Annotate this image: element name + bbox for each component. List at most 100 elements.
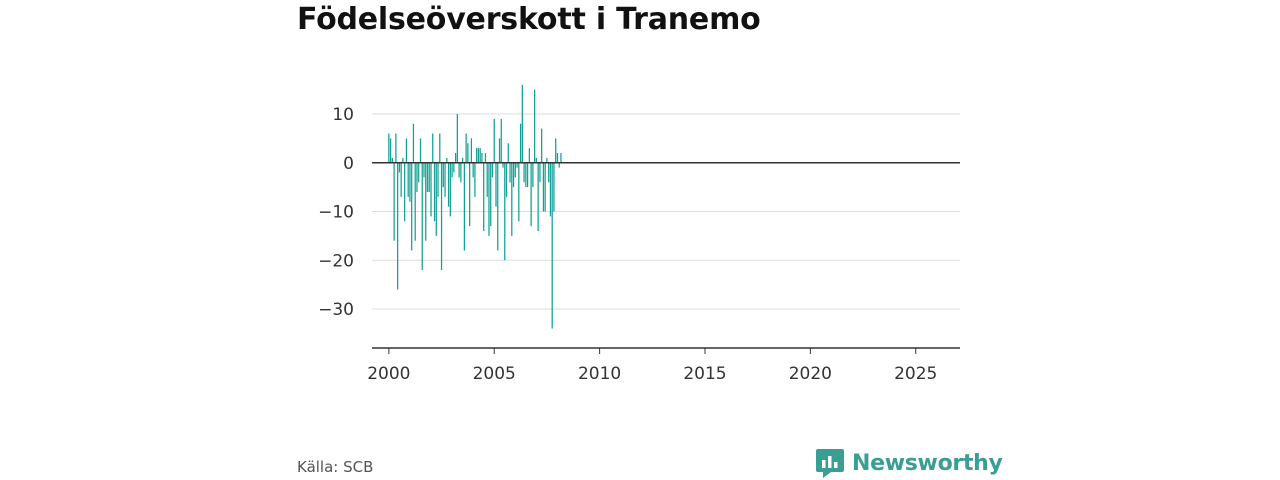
y-tick-label: −10	[318, 203, 354, 223]
bar	[532, 162, 534, 188]
bar	[416, 162, 418, 192]
bar	[539, 162, 541, 183]
bar	[537, 162, 539, 231]
x-tick-label: 2000	[367, 364, 410, 384]
bar	[546, 157, 548, 163]
bar	[502, 162, 504, 168]
bar	[541, 128, 543, 163]
bar	[395, 133, 397, 163]
bar	[558, 162, 560, 168]
y-tick-label: −20	[318, 251, 354, 271]
bar	[435, 162, 437, 236]
bar	[407, 162, 409, 197]
bar	[411, 162, 413, 251]
bar	[398, 162, 401, 173]
bar	[449, 162, 451, 217]
bar	[534, 89, 536, 163]
bar	[426, 162, 429, 192]
bar	[555, 138, 557, 163]
gridlines	[372, 113, 960, 310]
bar	[451, 162, 453, 178]
x-tick-label: 2025	[894, 364, 937, 384]
bar	[521, 84, 523, 163]
bar	[465, 133, 467, 163]
bar	[391, 157, 393, 163]
bar	[418, 162, 420, 183]
bar	[423, 162, 425, 178]
bar	[412, 123, 415, 163]
bar	[425, 162, 427, 241]
bar	[414, 162, 416, 241]
bar	[446, 157, 448, 163]
bar	[430, 162, 432, 217]
bar	[507, 143, 509, 163]
bar	[553, 162, 555, 212]
bar	[498, 138, 501, 163]
bar	[491, 162, 494, 178]
bar	[456, 114, 458, 163]
x-tick-label: 2020	[789, 364, 832, 384]
bar	[419, 138, 422, 163]
bar	[518, 162, 520, 222]
bar	[400, 162, 402, 197]
bar	[514, 162, 516, 178]
bar	[548, 162, 550, 183]
bar	[388, 133, 390, 163]
bar	[437, 162, 439, 197]
y-tick-label: 0	[343, 154, 354, 174]
bar	[454, 153, 457, 163]
bar	[453, 162, 455, 173]
bar	[490, 162, 492, 227]
bar	[486, 162, 488, 197]
bar	[467, 143, 469, 163]
bar	[549, 162, 552, 217]
bar	[493, 118, 495, 163]
bar	[444, 162, 446, 197]
bar	[525, 162, 527, 188]
bar	[526, 162, 529, 188]
bar	[476, 148, 478, 163]
bar	[488, 162, 490, 236]
bar	[470, 138, 473, 163]
bar	[495, 162, 497, 207]
bar	[560, 153, 562, 163]
bar	[483, 162, 485, 231]
bar	[509, 162, 511, 183]
bar	[542, 162, 545, 212]
bar	[404, 162, 406, 222]
bar	[484, 153, 487, 163]
x-tick-label: 2015	[683, 364, 726, 384]
bar	[500, 118, 502, 163]
bar	[477, 148, 480, 163]
bar	[389, 138, 392, 163]
bar	[447, 162, 450, 207]
bar	[530, 162, 532, 227]
y-tick-label: −30	[318, 300, 354, 320]
newsworthy-logo-icon	[816, 449, 844, 478]
bar	[511, 162, 513, 236]
bar	[463, 162, 466, 251]
bar	[504, 162, 506, 261]
bar	[442, 162, 444, 188]
bar	[433, 162, 436, 222]
axes	[372, 162, 960, 354]
source-note: Källa: SCB	[297, 458, 374, 476]
bar	[440, 162, 443, 270]
bar	[474, 162, 476, 197]
bar	[439, 133, 441, 163]
bar	[469, 162, 471, 227]
bars	[388, 84, 562, 329]
bar	[432, 133, 434, 163]
bar	[409, 162, 411, 202]
bar	[516, 162, 518, 168]
x-tick-label: 2005	[473, 364, 516, 384]
bar	[472, 162, 474, 178]
bar	[405, 138, 408, 163]
bar	[535, 157, 538, 163]
bar	[460, 162, 462, 183]
bar-chart: 10 0 −10 −20 −30 2000 2005 2010 2015 2020 2025	[318, 84, 960, 384]
y-tick-label: 10	[332, 105, 354, 125]
bar	[461, 157, 464, 163]
bar	[479, 148, 481, 163]
bar	[497, 162, 499, 251]
